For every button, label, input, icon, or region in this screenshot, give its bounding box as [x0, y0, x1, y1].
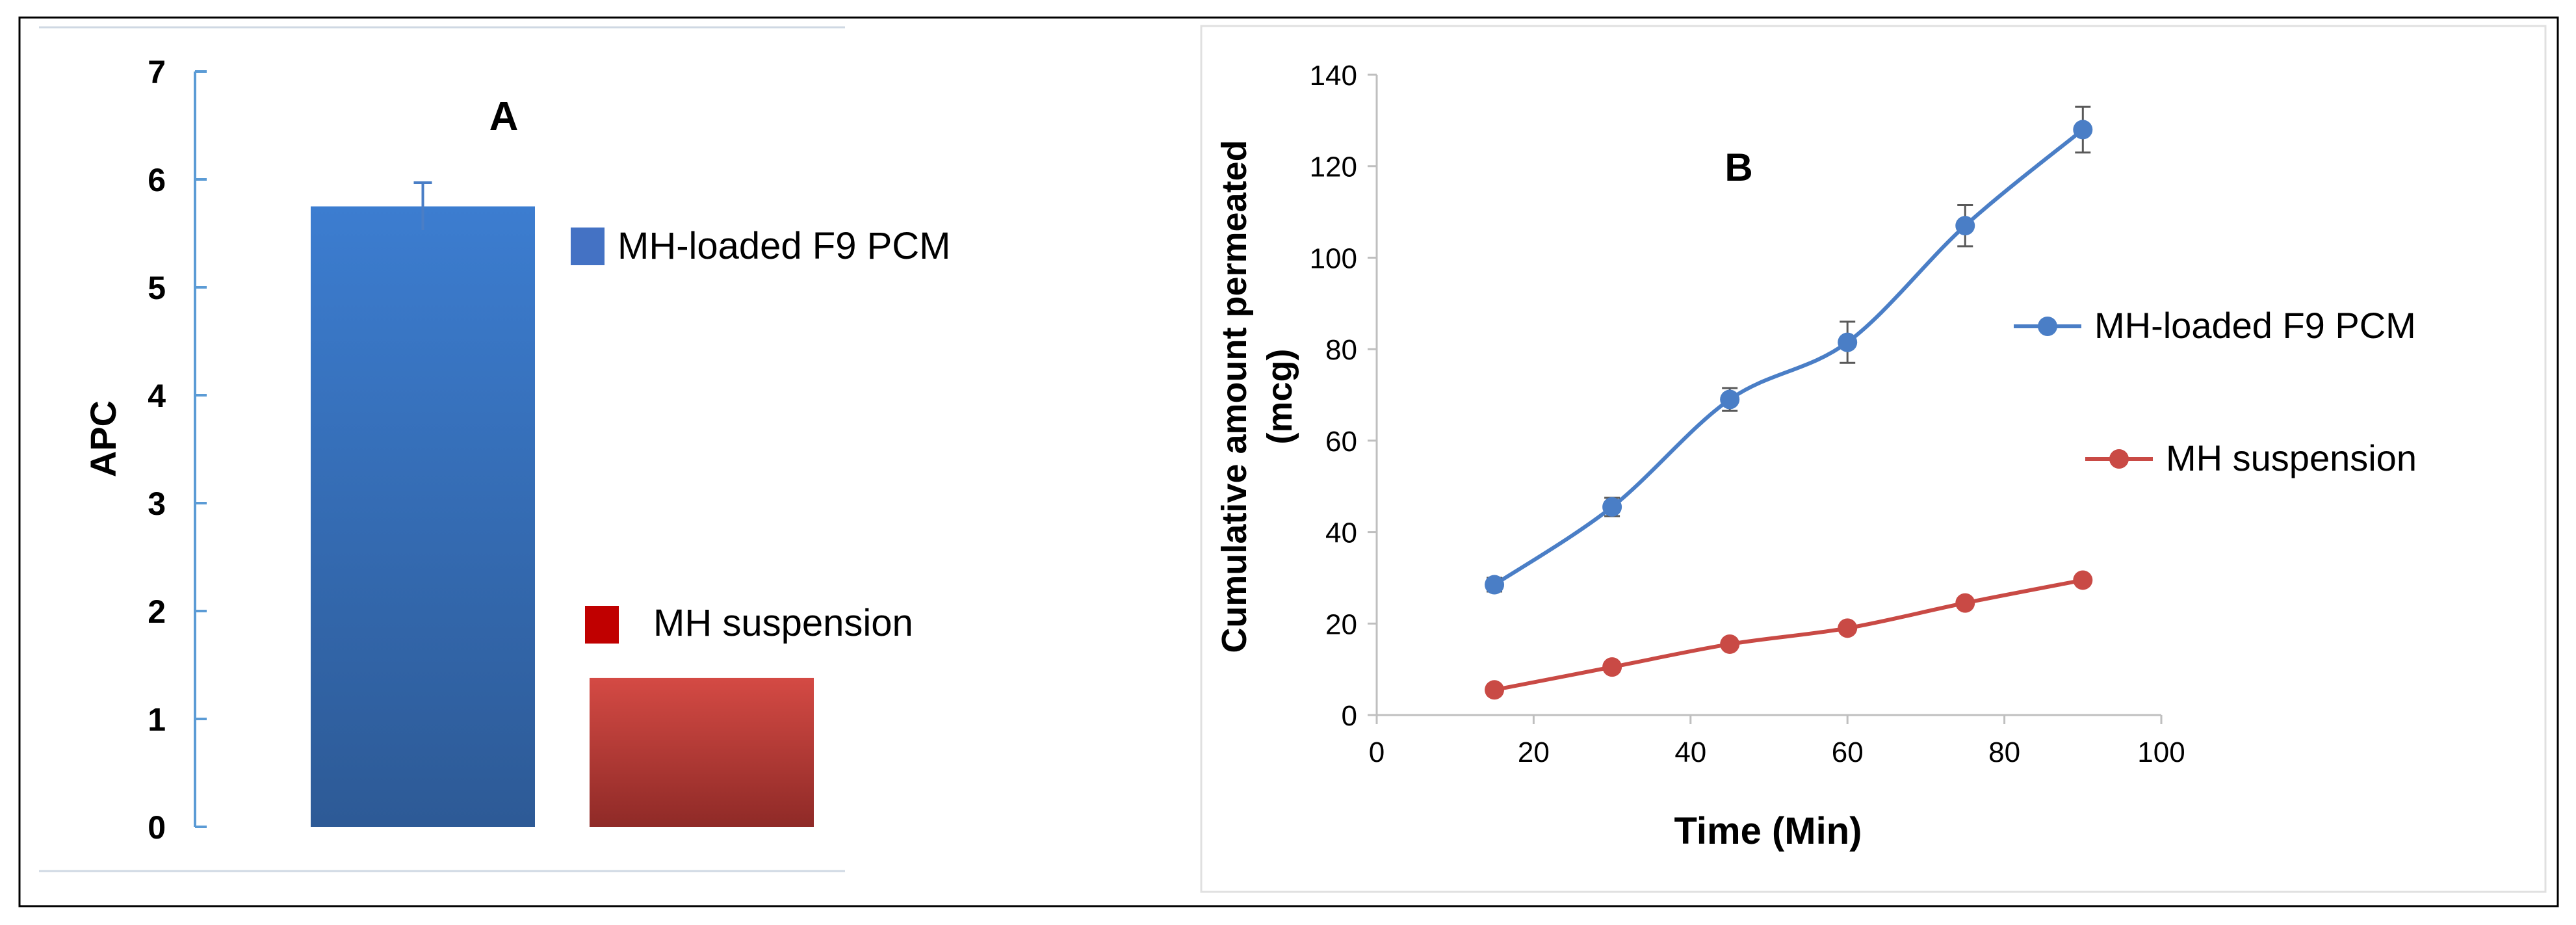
- bar-mh-suspension: [590, 677, 814, 827]
- data-point: [2073, 120, 2093, 140]
- panel-a-y-tick-label: 1: [148, 701, 166, 738]
- panel-b-border: [1200, 25, 2547, 893]
- panel-b-x-tick-label: 100: [2137, 736, 2185, 768]
- data-point: [1838, 618, 1858, 638]
- panel-a-y-tick-label: 6: [148, 162, 166, 198]
- panel-a-y-tick-label: 5: [148, 270, 166, 306]
- figure-frame: [18, 16, 2559, 907]
- panel-b-x-tick-label: 40: [1674, 736, 1706, 768]
- panel-b-y-tick-label: 0: [1342, 700, 1357, 732]
- series-line: [1493, 128, 2085, 586]
- legend-b-mh-suspension: MH suspension: [2085, 437, 2417, 478]
- legend-swatch-mh-suspension: [585, 606, 619, 644]
- data-point: [1955, 216, 1975, 236]
- legend-b-label-mh-loaded-f9-pcm: MH-loaded F9 PCM: [2094, 305, 2416, 346]
- panel-a-y-axis-label: APC: [83, 400, 124, 477]
- panel-a-y-tick-label: 0: [148, 809, 166, 846]
- panel-b-y-tick-label: 120: [1310, 151, 1357, 183]
- panel-a-y-tick-label: 7: [148, 54, 166, 90]
- data-point: [1602, 657, 1622, 677]
- series-mh-suspension: [1485, 570, 2093, 700]
- panel-a: 0 1 2 3 4 5 6 7 APC A MH-loaded F9 PCM MH suspe…: [39, 26, 950, 872]
- panel-a-y-ticks: 0 1 2 3 4 5 6 7: [148, 54, 207, 846]
- panel-b-y-axis-label-line1: Cumulative amount permeated: [1215, 140, 1254, 653]
- panel-b-x-tick-label: 80: [1988, 736, 2020, 768]
- legend-label-mh-loaded-f9-pcm: MH-loaded F9 PCM: [618, 225, 950, 267]
- panel-b-y-tick-label: 100: [1310, 242, 1357, 274]
- panel-b-y-tick-label: 40: [1325, 517, 1357, 549]
- bar-mh-loaded-f9-pcm: [311, 206, 535, 827]
- panel-b-title: B: [1724, 146, 1752, 189]
- panel-b-x-axis-label: Time (Min): [1674, 810, 1862, 852]
- series-line: [1494, 578, 2083, 692]
- panel-a-y-tick-label: 3: [148, 486, 166, 522]
- panel-b-ticks: 0 20 40 60 80 100 120 140 0 20 40 60 80 100: [1310, 60, 2185, 768]
- data-point: [2073, 570, 2093, 590]
- data-point: [1720, 634, 1740, 654]
- data-point: [1602, 497, 1622, 517]
- panel-b-y-axis-label-line2: (mcg): [1260, 349, 1299, 445]
- panel-b-x-tick-label: 0: [1369, 736, 1385, 768]
- panel-b-x-tick-label: 20: [1518, 736, 1550, 768]
- panel-b-y-tick-label: 60: [1325, 426, 1357, 458]
- legend-b-marker-mh-loaded-f9-pcm: [2038, 317, 2057, 336]
- legend-b-marker-mh-suspension: [2109, 449, 2129, 469]
- data-point: [1955, 593, 1975, 613]
- panel-b-x-tick-label: 60: [1832, 736, 1864, 768]
- panel-b-y-tick-label: 20: [1325, 608, 1357, 640]
- data-point: [1838, 332, 1858, 352]
- panel-a-y-tick-label: 2: [148, 593, 166, 630]
- panel-b-y-tick-label: 140: [1310, 60, 1357, 92]
- data-point: [1720, 389, 1740, 410]
- data-point: [1485, 575, 1505, 595]
- legend-b-mh-loaded-f9-pcm: MH-loaded F9 PCM: [2014, 305, 2416, 346]
- bar-error-bar: [413, 181, 432, 231]
- panel-a-title: A: [489, 94, 519, 139]
- data-point: [1485, 680, 1505, 700]
- panel-b-y-tick-label: 80: [1325, 334, 1357, 366]
- legend-swatch-mh-loaded-f9-pcm: [571, 228, 605, 265]
- panel-a-y-tick-label: 4: [148, 378, 166, 414]
- legend-b-label-mh-suspension: MH suspension: [2166, 437, 2417, 478]
- series-mh-loaded-f9-pcm: [1485, 105, 2093, 595]
- legend-label-mh-suspension: MH suspension: [653, 602, 913, 644]
- panel-b: 0 20 40 60 80 100 120 140 0 20 40 60 80 100 B Time (M…: [1200, 25, 2547, 893]
